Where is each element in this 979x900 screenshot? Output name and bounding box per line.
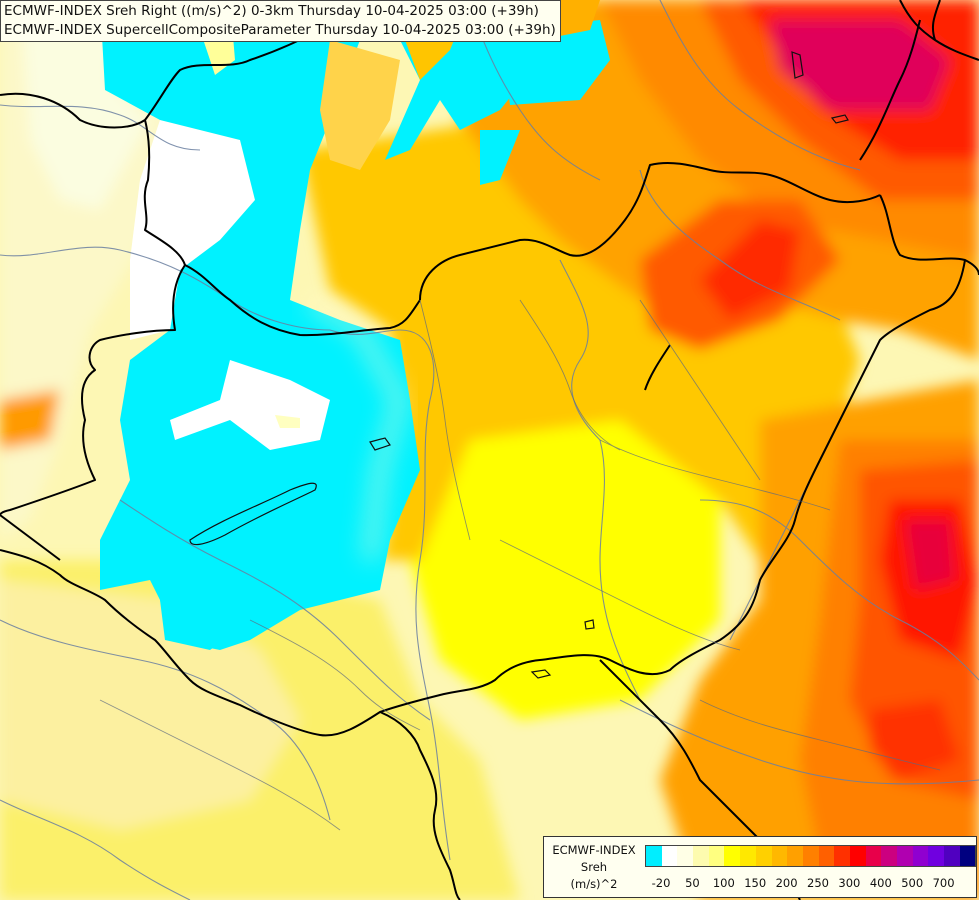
color-legend: ECMWF-INDEX Sreh (m/s)^2 -20 50 100 150 200 2…: [543, 836, 977, 898]
legend-swatch: [928, 846, 945, 866]
legend-swatch: [708, 846, 725, 866]
legend-color-scale: [645, 845, 977, 867]
map-title-line2: ECMWF-INDEX SupercellCompositeParameter …: [4, 22, 556, 38]
legend-swatch: [771, 846, 788, 866]
map-title-box: ECMWF-INDEX Sreh Right ((m/s)^2) 0-3km T…: [0, 0, 561, 42]
legend-swatch: [724, 846, 741, 866]
legend-tick-label: 200: [775, 876, 798, 890]
legend-swatch: [881, 846, 897, 866]
legend-swatch: [834, 846, 850, 866]
map-title-line1: ECMWF-INDEX Sreh Right ((m/s)^2) 0-3km T…: [4, 3, 539, 19]
legend-swatch: [787, 846, 803, 866]
legend-swatch: [693, 846, 709, 866]
regional-boundaries: [99, 299, 941, 831]
legend-swatch: [677, 846, 694, 866]
legend-swatch: [912, 846, 929, 866]
legend-tick-label: 100: [712, 876, 735, 890]
legend-tick-label: 400: [869, 876, 892, 890]
legend-swatch: [897, 846, 913, 866]
legend-tick-label: 250: [807, 876, 829, 890]
legend-tick-label: -20: [651, 876, 671, 890]
lakes: [189, 51, 849, 679]
legend-swatch: [849, 846, 866, 866]
legend-title: ECMWF-INDEX: [552, 843, 636, 857]
legend-variable: Sreh: [580, 860, 608, 874]
legend-tick-label: 300: [838, 876, 861, 890]
legend-tick-label: 50: [685, 876, 700, 890]
legend-swatch: [944, 846, 960, 866]
legend-swatch: [818, 846, 835, 866]
legend-swatch: [755, 846, 772, 866]
legend-tick-label: 700: [932, 876, 955, 890]
legend-swatch: [959, 846, 976, 866]
legend-swatch: [740, 846, 756, 866]
legend-tick-label: 500: [901, 876, 924, 890]
legend-swatch: [661, 846, 678, 866]
transition-halo: [306, 293, 408, 561]
legend-swatch: [865, 846, 882, 866]
legend-unit: (m/s)^2: [570, 877, 618, 891]
legend-tick-label: 150: [744, 876, 767, 890]
legend-swatch: [802, 846, 819, 866]
legend-swatch: [646, 846, 662, 866]
